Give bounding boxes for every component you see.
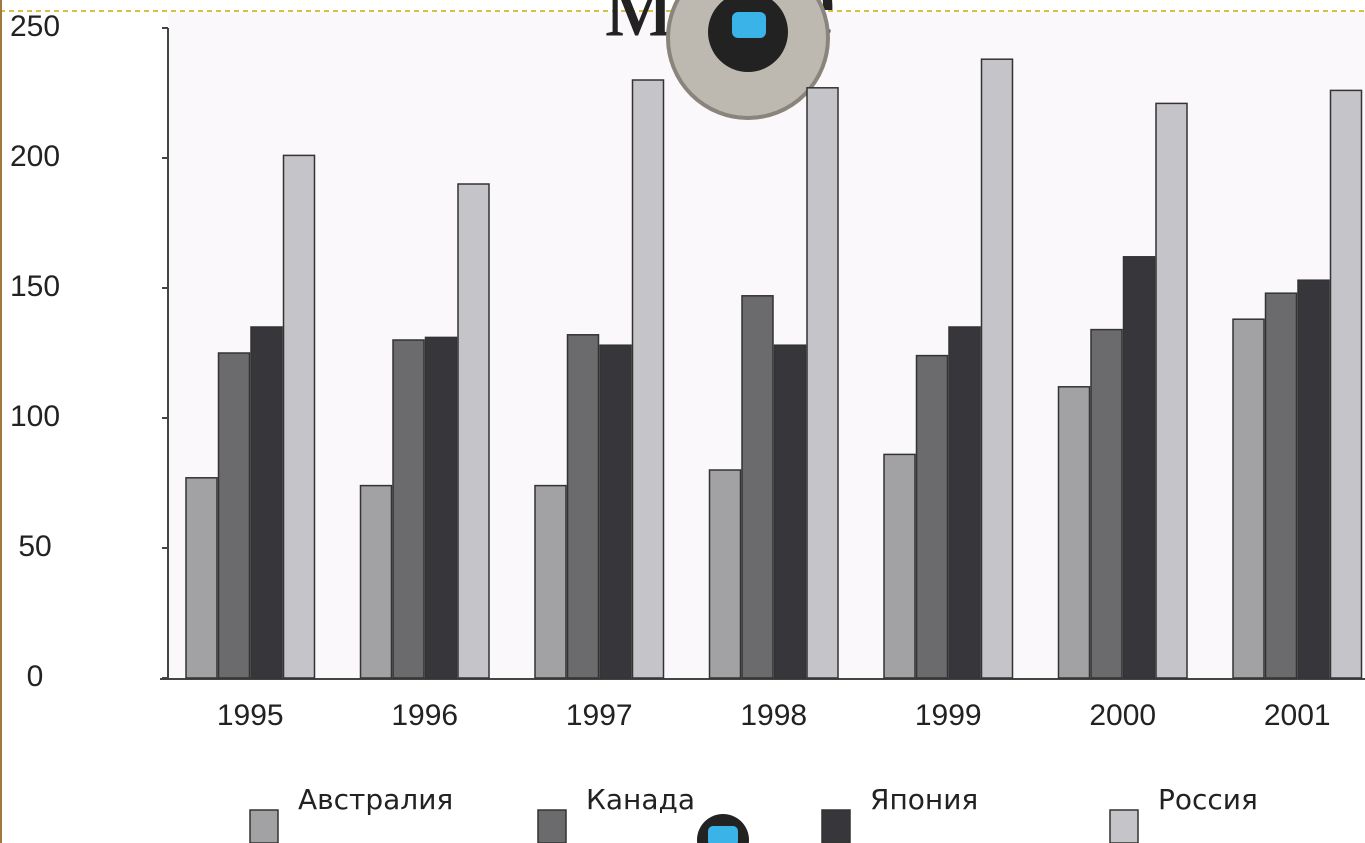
bar <box>708 469 742 679</box>
bar <box>915 354 949 679</box>
legend-label: Австралия <box>298 783 453 816</box>
bar <box>599 344 632 679</box>
x-tick-label: 2000 <box>1089 699 1156 732</box>
y-tick-label: 250 <box>10 10 60 43</box>
bar <box>392 339 425 679</box>
x-tick-label: 1996 <box>391 699 458 732</box>
bar <box>424 336 458 679</box>
bar <box>1329 89 1363 679</box>
bar <box>1155 102 1188 679</box>
legend-label: Канада <box>586 783 695 816</box>
legend-swatch <box>249 809 279 843</box>
bar <box>217 352 251 679</box>
bar <box>1122 256 1156 679</box>
bar <box>457 183 490 679</box>
bar <box>1057 386 1091 679</box>
bar <box>806 87 839 679</box>
bar <box>741 295 774 679</box>
bar <box>773 344 807 679</box>
bar <box>534 484 567 679</box>
legend-label: Россия <box>1158 783 1258 816</box>
bar <box>250 326 283 679</box>
bar <box>1297 279 1330 679</box>
x-tick-label: 1999 <box>915 699 982 732</box>
bar <box>631 79 665 679</box>
x-tick-label: 2001 <box>1264 699 1331 732</box>
legend-swatch <box>1109 809 1139 843</box>
bar <box>185 477 218 679</box>
bar <box>282 154 316 679</box>
bar <box>980 58 1014 679</box>
bar <box>1090 328 1123 679</box>
icon <box>666 0 830 120</box>
legend-label: Япония <box>870 783 978 816</box>
bar <box>566 334 600 679</box>
legend-swatch <box>537 809 567 843</box>
y-tick-label: 150 <box>10 270 60 303</box>
x-tick-label: 1995 <box>217 699 284 732</box>
icon-small <box>697 814 749 843</box>
bar <box>359 484 393 679</box>
bar <box>1232 318 1265 679</box>
y-tick-label: 0 <box>27 660 44 693</box>
legend-swatch <box>821 809 851 843</box>
bar <box>948 326 981 679</box>
bar <box>1264 292 1298 679</box>
y-tick-label: 50 <box>18 530 51 563</box>
bar <box>883 453 916 679</box>
x-tick-label: 1998 <box>740 699 807 732</box>
x-tick-label: 1997 <box>566 699 633 732</box>
y-tick-label: 200 <box>10 140 60 173</box>
y-tick-label: 100 <box>10 400 60 433</box>
